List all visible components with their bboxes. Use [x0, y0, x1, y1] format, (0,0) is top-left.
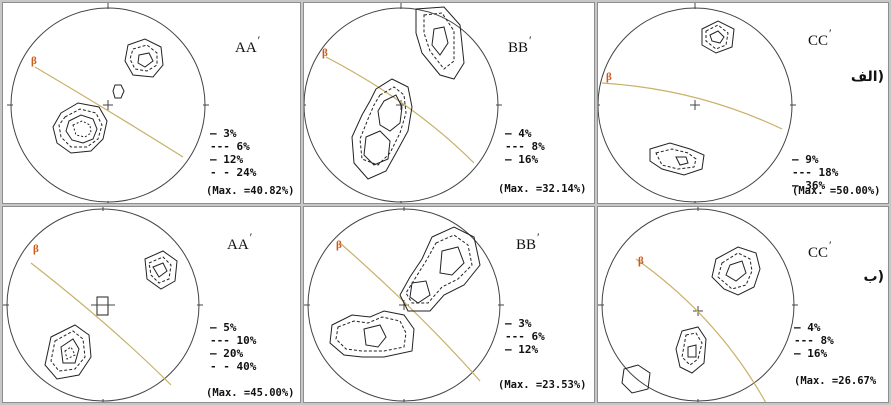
legend-item: - - 24% [210, 166, 257, 179]
legend-item: — 16% [794, 347, 828, 360]
legend-item: --- 6% [505, 330, 545, 343]
beta-label: β [606, 71, 612, 83]
beta-label: β [33, 243, 39, 255]
stereonet-panel-aa-bottom: β AA′ — 5% --- 10% — 20% - - 40% (Max. =… [2, 206, 301, 403]
stereonet-panel-bb-top: β BB′ — 4% --- 8% — 16% (Max. =32.14%) [303, 2, 595, 204]
density-contours [649, 20, 735, 176]
panel-title: CC′ [808, 238, 832, 261]
great-circle [30, 262, 172, 386]
max-density-label: (Max. =23.53%) [498, 379, 587, 391]
contour-legend: — 5% --- 10% — 20% - - 40% [210, 321, 256, 373]
legend-item: — 3% [210, 127, 237, 140]
legend-item: --- 6% [210, 140, 250, 153]
great-circle [601, 82, 783, 130]
stereonet-panel-aa-top: β AA′ — 3% --- 6% — 12% - - 24% (Max. =4… [2, 2, 301, 204]
row-label-alef: (الف [850, 69, 884, 85]
great-circle [325, 56, 475, 164]
stereonet-aa-bottom [3, 207, 203, 402]
legend-item: — 12% [505, 343, 539, 356]
legend-item: — 5% [210, 321, 237, 334]
stereonet-panel-bb-bottom: β BB′ — 3% --- 6% — 12% (Max. =23.53%) [303, 206, 595, 403]
contour-legend: — 9% --- 18% — 36% [792, 153, 838, 192]
contour-legend: — 4% --- 8% — 16% [794, 321, 834, 360]
stereonet-cc-bottom [598, 207, 798, 402]
beta-label: β [31, 55, 37, 67]
great-circle [339, 242, 481, 382]
row-label-be: (ب [863, 269, 884, 285]
beta-label: β [336, 239, 342, 251]
max-density-label: (Max. =50.00%) [792, 185, 881, 197]
panel-title: BB′ [508, 33, 532, 56]
legend-item: — 4% [505, 127, 532, 140]
beta-label: β [638, 255, 644, 267]
legend-item: --- 8% [505, 140, 545, 153]
stereonet-panel-cc-top: β CC′ — 9% --- 18% — 36% (Max. =50.00%) … [597, 2, 889, 204]
density-contours [351, 6, 465, 180]
panel-title: AA′ [235, 33, 261, 56]
density-contours [621, 246, 761, 394]
density-contours [329, 226, 481, 358]
max-density-label: (Max. =45.00%) [206, 387, 295, 399]
stereonet-cc-top [598, 3, 796, 203]
stereonet-bb-top [304, 3, 502, 203]
legend-item: — 12% [210, 153, 244, 166]
legend-item: — 9% [792, 153, 819, 166]
legend-item: - - 40% [210, 360, 257, 373]
stereonet-panel-cc-bottom: β CC′ — 4% --- 8% — 16% (Max. =26.67% (ب [597, 206, 889, 403]
stereonet-aa-top [7, 3, 209, 203]
legend-item: — 4% [794, 321, 821, 334]
great-circle [34, 66, 184, 158]
density-contours [52, 38, 164, 154]
legend-item: — 3% [505, 317, 532, 330]
legend-item: --- 18% [792, 166, 839, 179]
legend-item: --- 8% [794, 334, 834, 347]
legend-item: — 36% [792, 179, 826, 192]
panel-title: BB′ [516, 230, 540, 253]
panel-title: CC′ [808, 26, 832, 49]
max-density-label: (Max. =40.82%) [206, 185, 295, 197]
stereonet-bb-bottom [304, 207, 504, 402]
panel-title: AA′ [227, 230, 253, 253]
beta-label: β [322, 47, 328, 59]
max-density-label: (Max. =32.14%) [498, 183, 587, 195]
legend-item: — 20% [210, 347, 244, 360]
contour-legend: — 3% --- 6% — 12% [505, 317, 545, 356]
legend-item: --- 10% [210, 334, 257, 347]
great-circle [635, 258, 767, 402]
legend-item: — 16% [505, 153, 539, 166]
contour-legend: — 3% --- 6% — 12% - - 24% [210, 127, 256, 179]
max-density-label: (Max. =26.67% [794, 375, 877, 387]
contour-legend: — 4% --- 8% — 16% [505, 127, 545, 166]
density-contours [44, 250, 178, 380]
